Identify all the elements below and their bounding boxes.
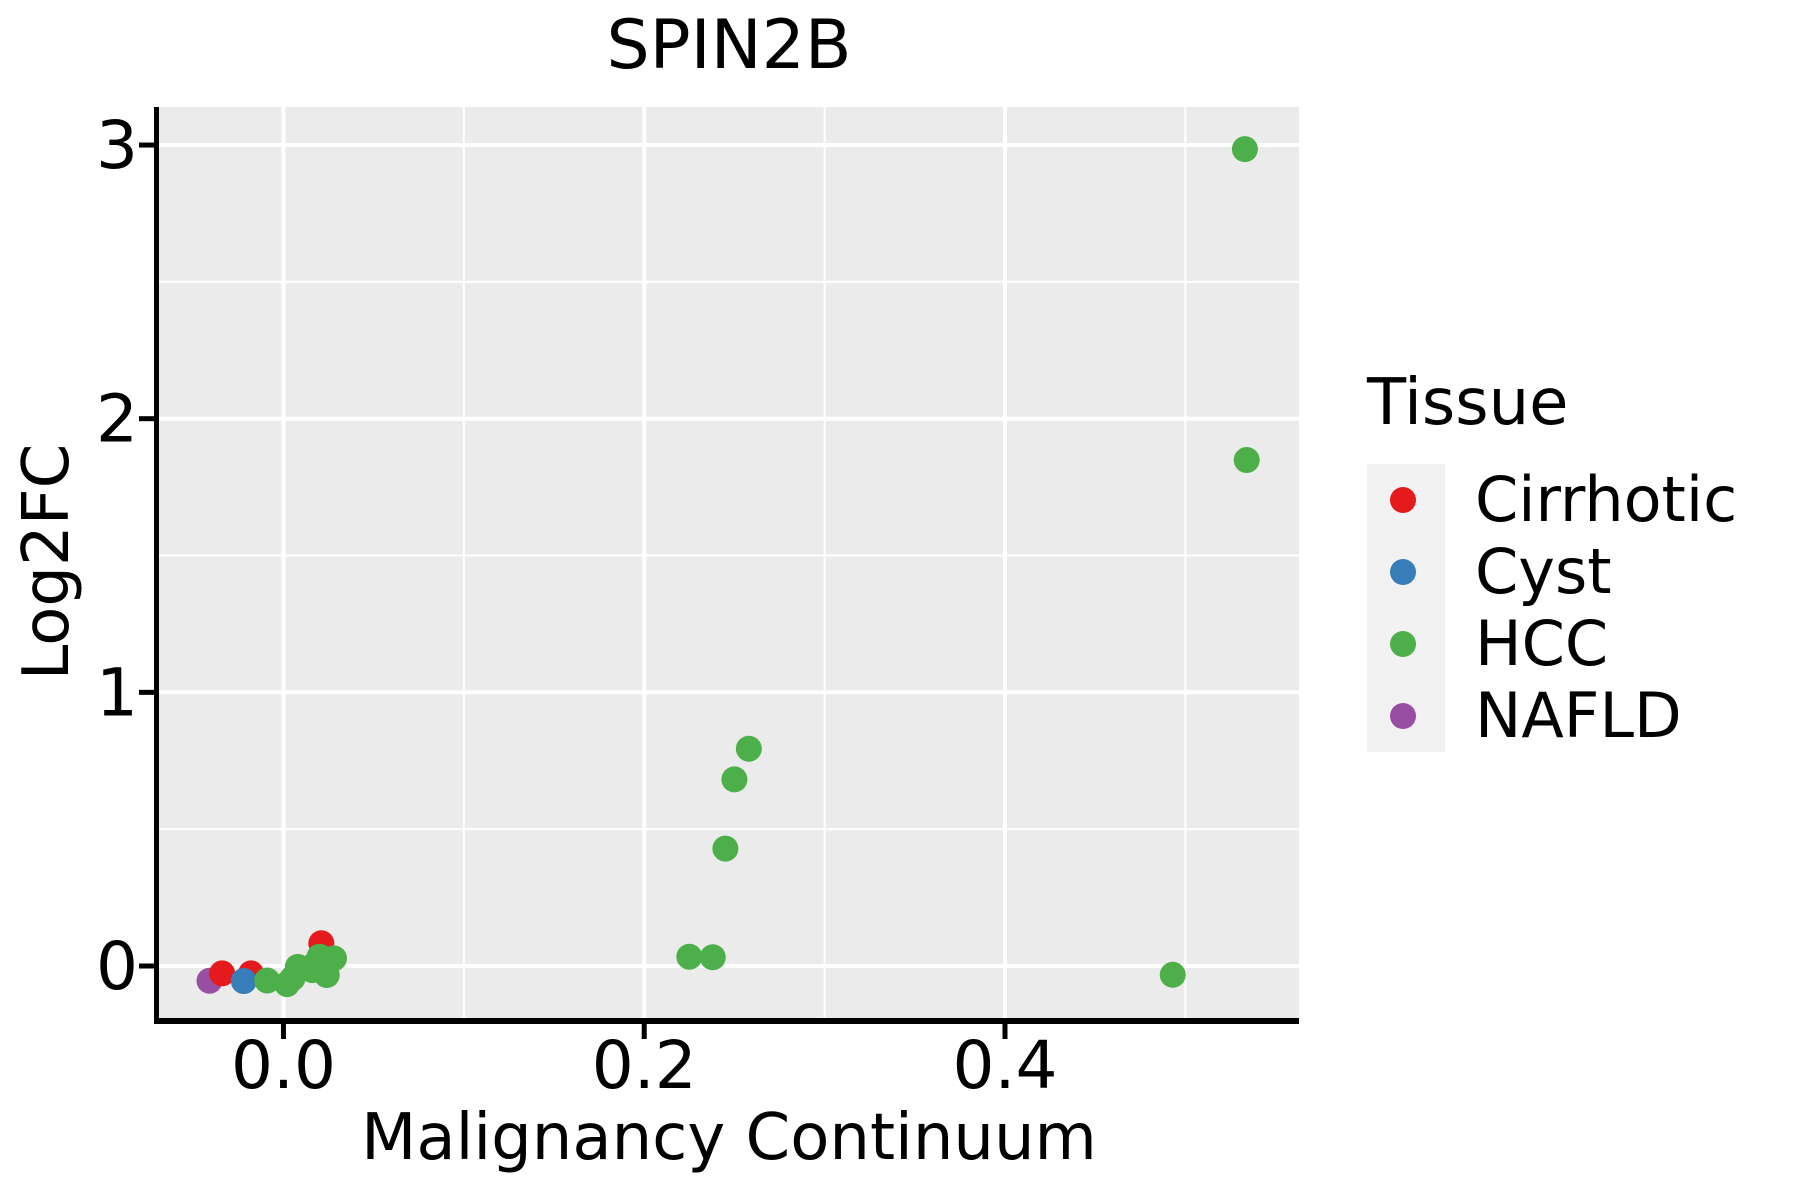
legend-entry-hcc: HCC <box>1367 608 1787 680</box>
y-tick-mark <box>139 416 154 422</box>
y-tick-label: 3 <box>96 107 138 184</box>
legend-entry-nafld: NAFLD <box>1367 680 1787 752</box>
cirrhotic-dot-icon <box>1390 487 1416 513</box>
data-point-hcc <box>1233 447 1260 474</box>
x-tick-label: 0.2 <box>592 1027 697 1104</box>
data-point-hcc <box>254 967 281 994</box>
y-axis-title: Log2FC <box>10 443 84 681</box>
y-tick-mark <box>139 142 154 148</box>
data-point-cirrhotic <box>209 960 236 987</box>
y-tick-label: 2 <box>96 381 138 458</box>
data-point-cyst <box>230 968 257 995</box>
data-point-hcc <box>721 766 748 793</box>
data-point-hcc <box>1231 136 1258 163</box>
data-point-hcc <box>735 735 762 762</box>
legend-label: NAFLD <box>1475 679 1682 752</box>
legend: Tissue Cirrhotic Cyst HCC NAFLD <box>1367 366 1787 752</box>
legend-key-box <box>1367 680 1445 752</box>
cyst-dot-icon <box>1390 559 1416 585</box>
y-tick-label: 1 <box>96 654 138 731</box>
y-tick-label: 0 <box>96 928 138 1005</box>
legend-entry-cirrhotic: Cirrhotic <box>1367 464 1787 536</box>
data-point-hcc <box>676 943 703 970</box>
data-point-hcc <box>1159 961 1186 988</box>
nafld-dot-icon <box>1390 703 1416 729</box>
legend-label: Cirrhotic <box>1475 463 1738 536</box>
x-tick-label: 0.4 <box>952 1027 1057 1104</box>
legend-key-box <box>1367 464 1445 536</box>
data-point-hcc <box>699 944 726 971</box>
y-tick-mark <box>139 689 154 695</box>
x-tick-mark <box>280 1024 286 1039</box>
x-tick-label: 0.0 <box>231 1027 336 1104</box>
y-axis-line <box>154 107 159 1023</box>
plot-title: SPIN2B <box>606 6 852 85</box>
legend-entry-cyst: Cyst <box>1367 536 1787 608</box>
y-tick-mark <box>139 963 154 969</box>
legend-label: Cyst <box>1475 535 1612 608</box>
legend-label: HCC <box>1475 607 1609 680</box>
legend-key-box <box>1367 608 1445 680</box>
x-tick-mark <box>1002 1024 1008 1039</box>
x-axis-line <box>154 1018 1299 1024</box>
legend-title: Tissue <box>1367 366 1569 440</box>
data-point-hcc <box>712 835 739 862</box>
hcc-dot-icon <box>1390 631 1416 657</box>
legend-key-box <box>1367 536 1445 608</box>
data-point-hcc <box>313 962 340 989</box>
x-tick-mark <box>641 1024 647 1039</box>
x-axis-title: Malignancy Continuum <box>361 1101 1097 1175</box>
plot-panel <box>159 107 1299 1018</box>
